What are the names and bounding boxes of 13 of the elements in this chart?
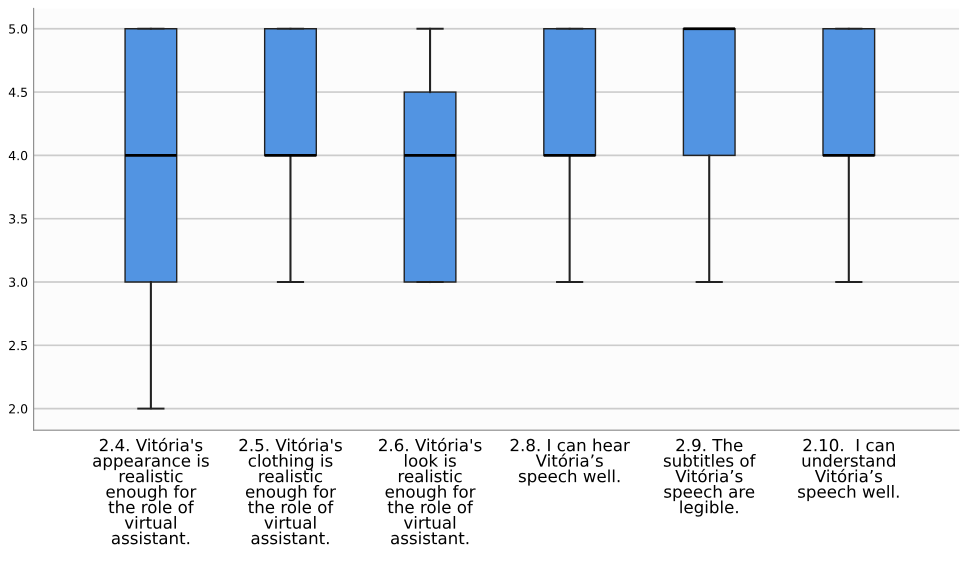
x-tick-label: 2.4. Vitória's appearance is realistic enough for the role of virtual assistant. [93, 438, 209, 544]
x-tick-label: 2.6. Vitória's look is realistic enough for the role of virtual assistant. [379, 438, 482, 544]
y-tick-label: 3.5 [9, 214, 27, 224]
y-tick-label: 2.5 [9, 340, 27, 350]
x-tick-label: 2.9. The subtitles of Vitória’s speech are legible. [664, 438, 756, 517]
x-tick-label: 2.10. I can understand Vitória’s speech well. [798, 438, 899, 502]
y-tick-label: 3.0 [9, 277, 28, 287]
x-tick-label: 2.5. Vitória's clothing is realistic enough for the role of virtual assistant. [239, 438, 342, 544]
y-tick-label: 2.0 [9, 404, 28, 414]
y-tick-label: 4.0 [8, 150, 28, 160]
x-tick-label: 2.8. I can hear Vitória’s speech well. [510, 438, 630, 486]
y-tick-label: 4.5 [8, 88, 27, 97]
y-tick-label: 5.0 [9, 24, 28, 34]
